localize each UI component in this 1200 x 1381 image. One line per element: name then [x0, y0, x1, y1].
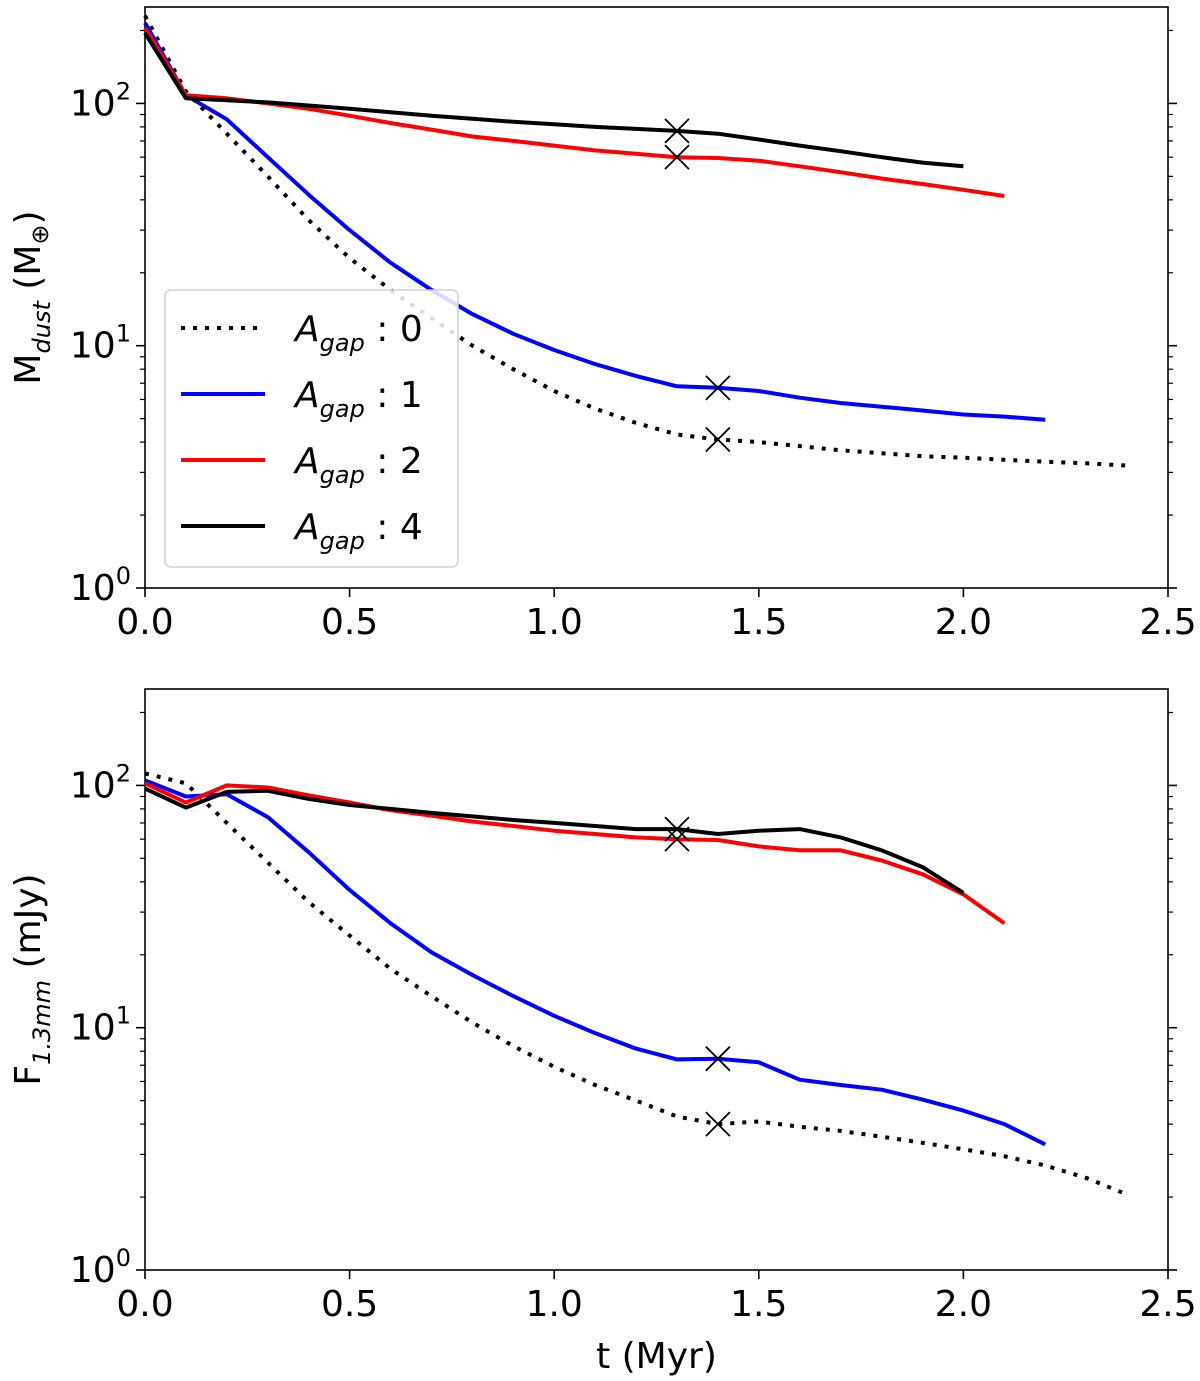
plot-frame [144, 6, 1169, 589]
series-line-agap-4 [144, 786, 965, 895]
x-tick-label: 2.0 [935, 602, 992, 643]
cross-marker [664, 826, 690, 852]
y-tick-label: 102 [70, 77, 131, 124]
y-tick-label: 101 [70, 320, 131, 367]
legend-label: Agap : 1 [293, 375, 423, 423]
series-line-agap-2 [143, 26, 1005, 198]
legend-label: Agap : 2 [293, 441, 423, 489]
cross-marker [705, 1046, 731, 1072]
x-tick-label: 0.5 [321, 1284, 378, 1325]
cross-marker [705, 1111, 731, 1137]
y-tick-label: 101 [70, 1002, 131, 1049]
y-tick-label: 100 [70, 1244, 131, 1291]
legend-box [164, 289, 459, 568]
x-axis-label: t (Myr) [596, 1336, 717, 1377]
cross-marker [664, 144, 690, 170]
series-line-agap-0 [143, 14, 1128, 468]
y-axis-label: F1.3mm (mJy) [8, 873, 56, 1085]
series-line-agap-1 [143, 21, 1046, 422]
x-tick-label: 1.5 [730, 1284, 787, 1325]
cross-marker [705, 426, 731, 453]
y-axis-label: Mdust (M⊕) [8, 210, 56, 384]
legend-label: Agap : 4 [293, 507, 423, 555]
cross-marker [664, 118, 690, 144]
x-tick-label: 2.5 [1139, 1284, 1196, 1325]
legend-label: Agap : 0 [293, 309, 423, 357]
x-tick-label: 0.5 [321, 602, 378, 643]
x-tick-label: 2.0 [935, 1284, 992, 1325]
top-panel-mdust: 100 101 102 0.0 0.5 1.0 1.5 2.0 2.5 Mdust (M⊕) Aga… [8, 6, 1197, 643]
legend: Agap : 0 Agap : 1 Agap : 2 Agap : 4 [164, 289, 459, 568]
x-tick-label: 0.0 [116, 602, 173, 643]
x-tick-label: 2.5 [1139, 602, 1196, 643]
series-line-agap-1 [144, 778, 1047, 1147]
x-tick-label: 0.0 [116, 1284, 173, 1325]
cross-marker [664, 816, 690, 842]
series-line-agap-2 [144, 781, 1006, 925]
y-tick-label: 100 [70, 562, 131, 609]
plot-frame [144, 688, 1169, 1271]
cross-marker [705, 375, 731, 401]
y-tick-label: 102 [70, 759, 131, 806]
x-tick-label: 1.0 [526, 602, 583, 643]
x-tick-label: 1.0 [526, 1284, 583, 1325]
x-tick-label: 1.5 [730, 602, 787, 643]
series-line-agap-4 [143, 32, 964, 169]
bottom-panel-flux: 100 101 102 0.0 0.5 1.0 1.5 2.0 2.5 F1.3mm (mJy) t… [8, 688, 1197, 1377]
